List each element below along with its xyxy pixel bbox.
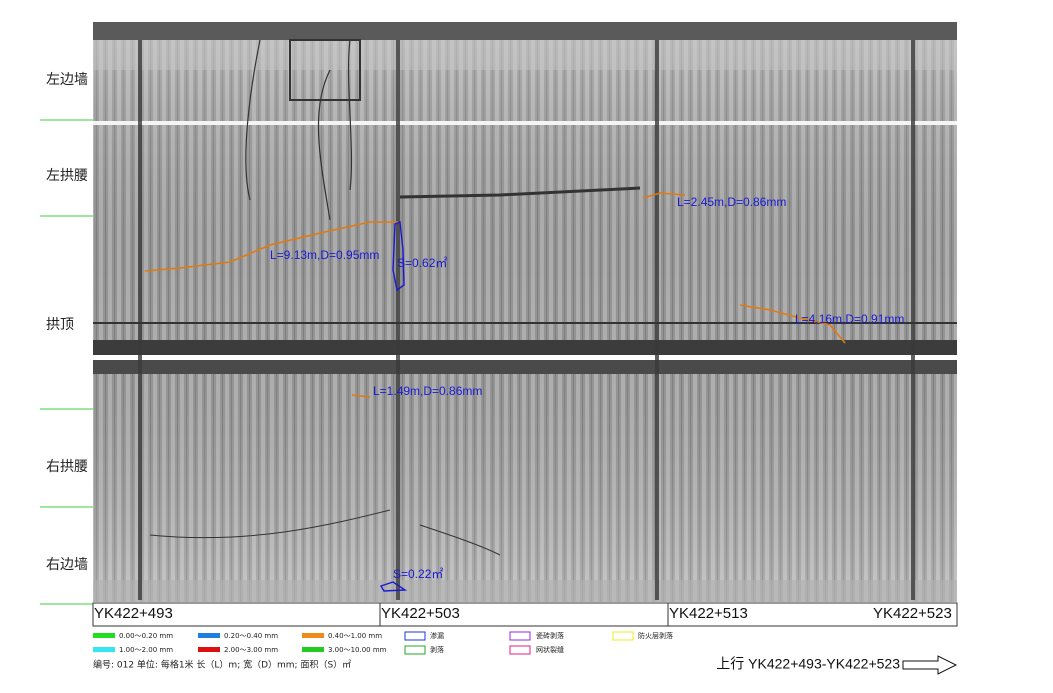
legend-label: 防火层剥落: [638, 631, 673, 640]
zone-label: 左拱腰: [46, 168, 88, 184]
station-label: YK422+503: [381, 605, 460, 622]
crack-label: L=4.16m,D=0.91mm: [795, 312, 904, 326]
legend-label: 0.40～1.00 mm: [328, 632, 382, 640]
annotations: L=9.13m,D=0.95mm S=0.62㎡ L=2.45m,D=0.86m…: [270, 195, 904, 581]
direction-arrow: [902, 655, 958, 675]
legend-label: 0.00～0.20 mm: [119, 632, 173, 640]
area-label: S=0.22㎡: [393, 567, 443, 581]
footer: 编号: 012 单位: 每格1米 长（L）m; 宽（D）mm; 面积（S）㎡: [93, 659, 351, 671]
legend-label: 剥落: [430, 645, 444, 654]
legend-label: 0.20～0.40 mm: [224, 632, 278, 640]
zone-label: 左边墙: [46, 72, 88, 88]
crack-label: L=1.49m,D=0.86mm: [373, 384, 482, 398]
legend-label: 瓷砖剥落: [536, 631, 564, 640]
tunnel-image: [93, 22, 957, 602]
zone-label: 右拱腰: [46, 459, 88, 475]
zone-label: 右边墙: [46, 557, 88, 573]
crack-label: L=9.13m,D=0.95mm: [270, 248, 379, 262]
area-label: S=0.62㎡: [397, 256, 447, 270]
zone-label: 拱顶: [46, 317, 74, 333]
defects: [144, 192, 846, 592]
legend-label: 渗漏: [430, 631, 444, 640]
legend: 0.00～0.20 mm 0.20～0.40 mm 0.40～1.00 mm 渗…: [93, 631, 673, 655]
station-label: YK422+513: [669, 605, 748, 622]
stations: YK422+493 YK422+503 YK422+513 YK422+523: [92, 602, 958, 627]
crack-label: L=2.45m,D=0.86mm: [677, 195, 786, 209]
legend-label: 3.00～10.00 mm: [328, 646, 387, 654]
legend-label: 2.00～3.00 mm: [224, 646, 278, 654]
zones: 左边墙 左拱腰 拱顶 右拱腰 右边墙: [40, 72, 93, 605]
legend-label: 1.00～2.00 mm: [119, 646, 173, 654]
station-label: YK422+493: [94, 605, 173, 622]
legend-label: 网状裂缝: [536, 645, 564, 654]
direction: 上行 YK422+493-YK422+523: [716, 656, 900, 672]
station-label: YK422+523: [873, 605, 952, 622]
